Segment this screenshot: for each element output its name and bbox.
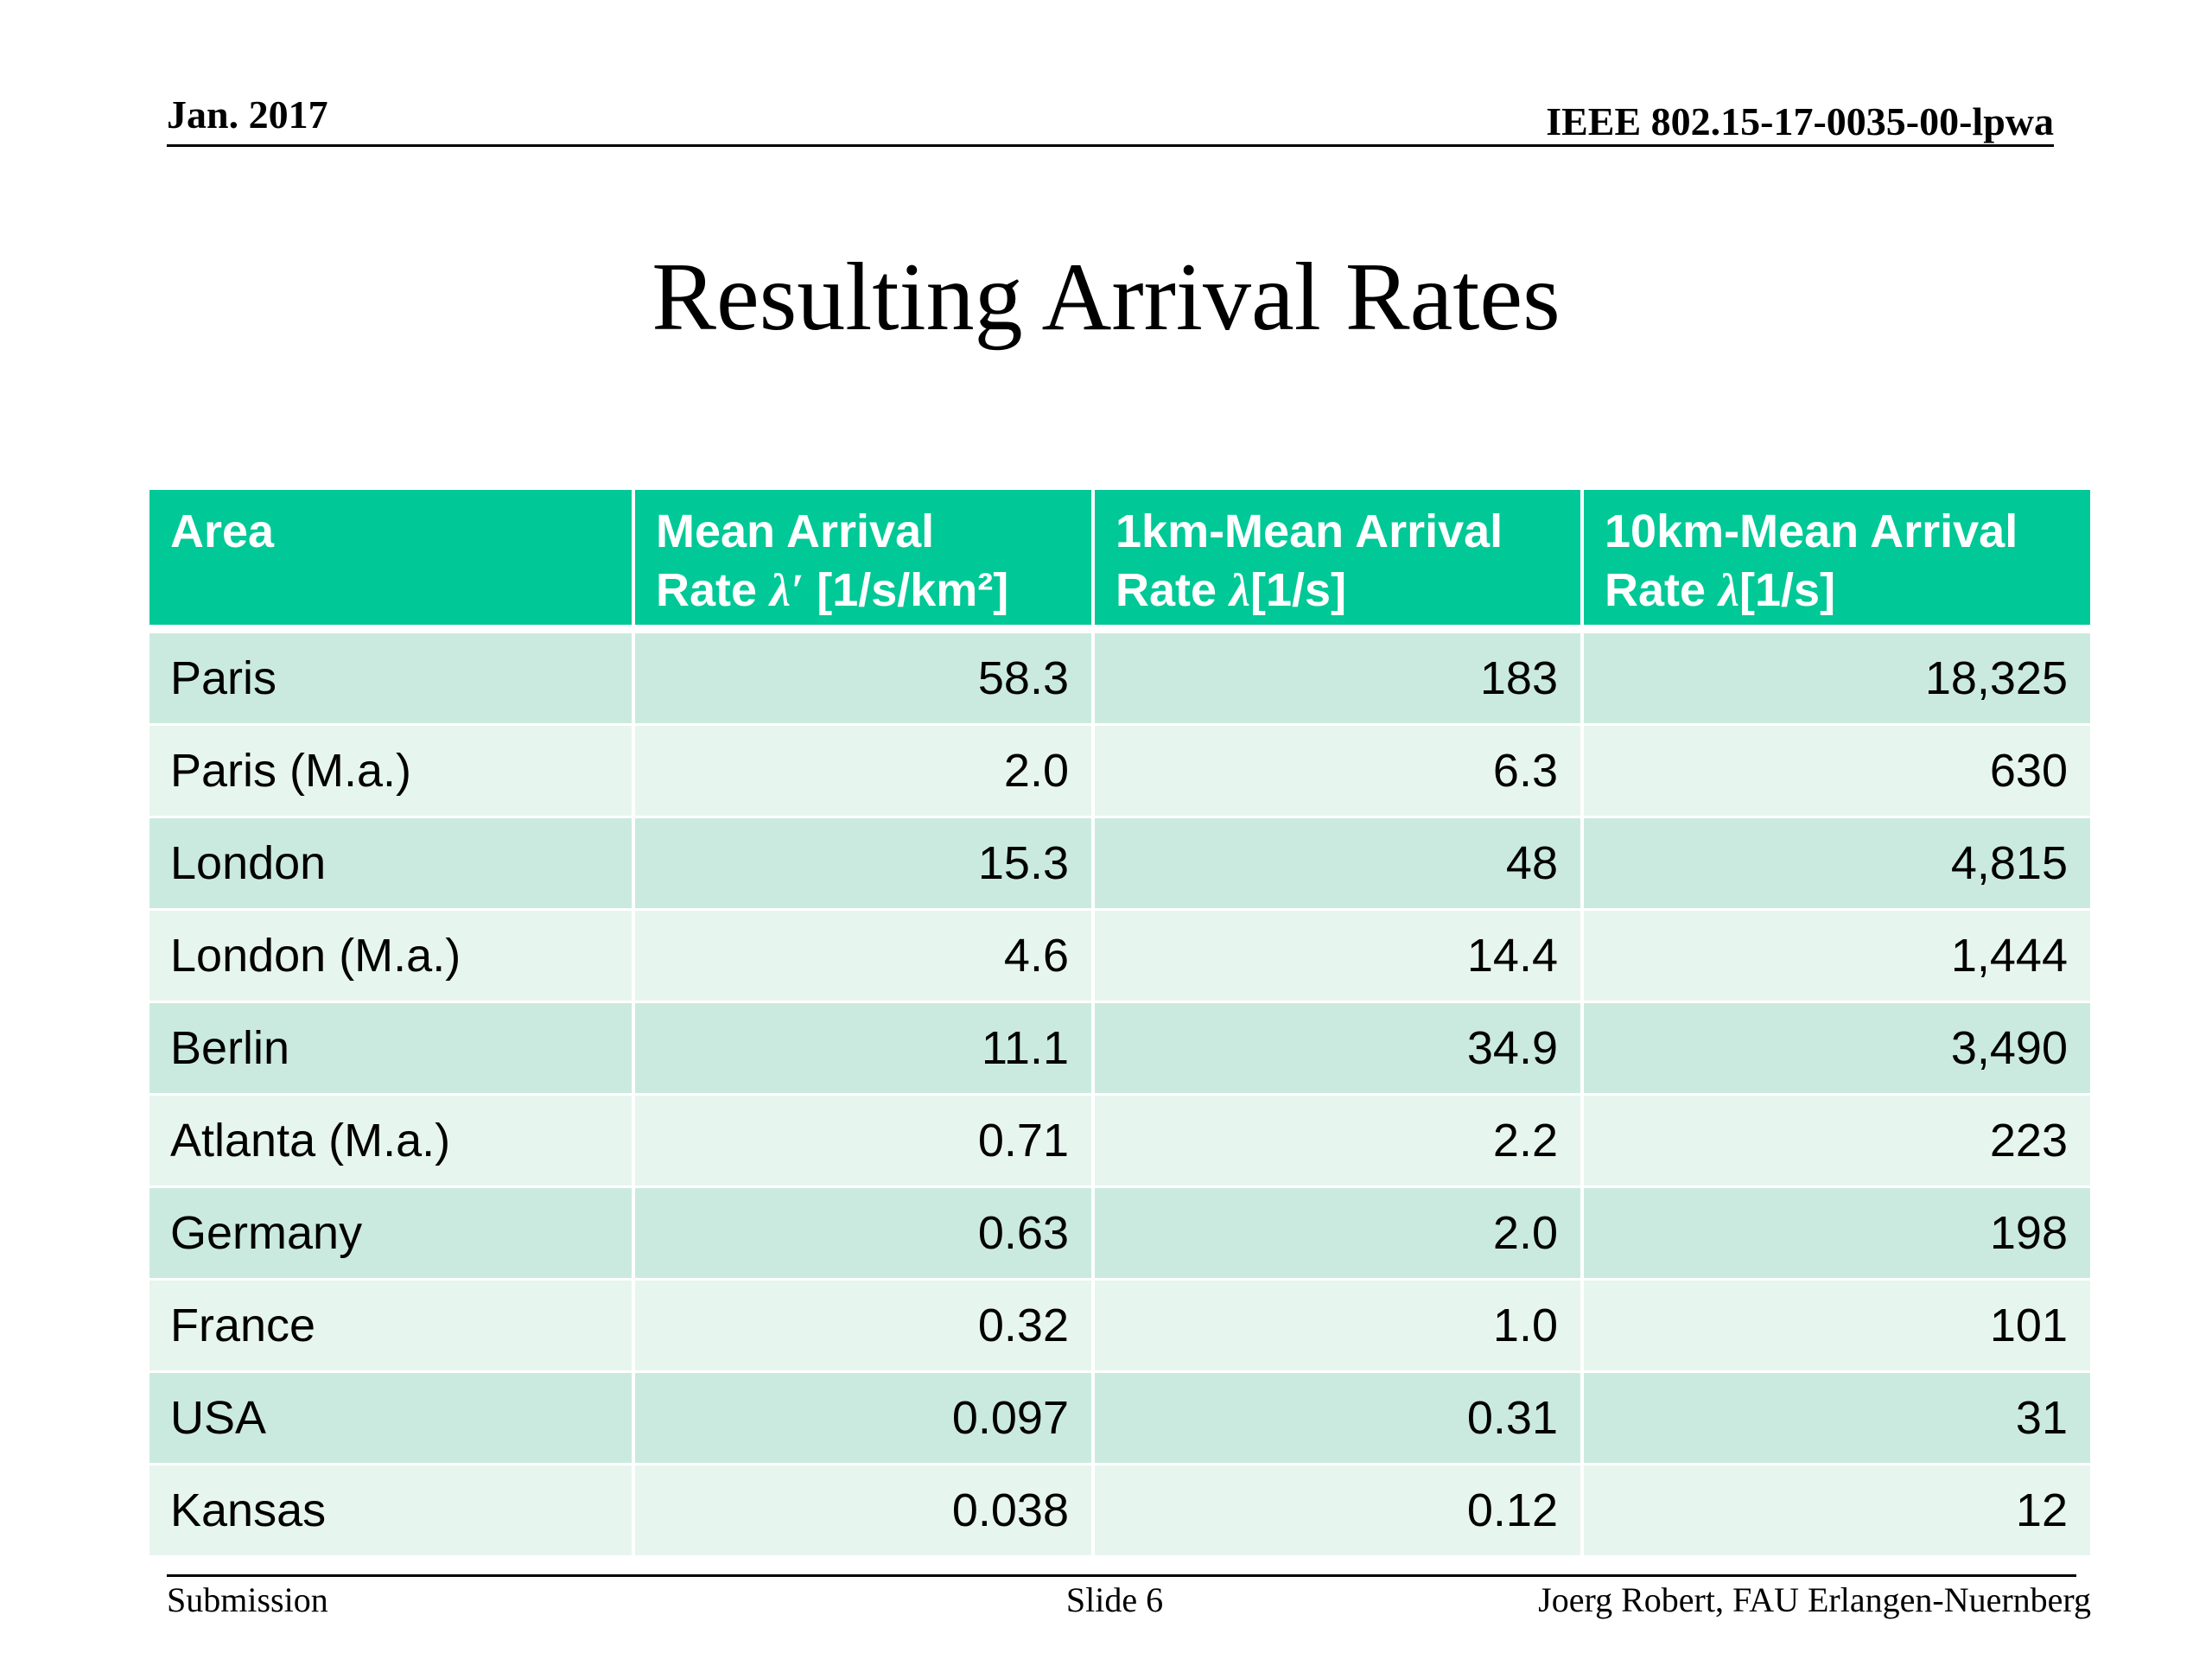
column-header-line2: Rate [1605,564,1719,616]
rate-1km-cell: 2.2 [1091,1093,1582,1187]
rate-1km-cell: 48 [1091,816,1582,910]
mean-rate-cell: 58.3 [632,627,1093,725]
lambda-symbol: λ [1230,564,1251,616]
footer-divider [167,1574,2076,1577]
rate-1km-cell: 2.0 [1091,1185,1582,1280]
area-cell: London (M.a.) [149,908,633,1002]
rate-10km-cell: 31 [1580,1370,2090,1465]
footer-submission: Submission [167,1580,328,1619]
column-header-unit: [1/s] [1739,564,1836,616]
area-cell: Atlanta (M.a.) [149,1093,633,1187]
column-header-mean-arrival-rate: Mean Arrival Rate λ′ [1/s/km²] [632,490,1093,633]
area-cell: Paris [149,627,633,725]
column-header-unit: [1/s/km²] [804,564,1009,616]
header-date: Jan. 2017 [167,92,328,137]
table-row: Paris (M.a.) 2.0 6.3 630 [149,723,2090,817]
header-divider [167,144,2054,147]
mean-rate-cell: 2.0 [632,723,1093,817]
area-cell: USA [149,1370,633,1465]
rate-10km-cell: 101 [1580,1278,2090,1372]
table-row: Atlanta (M.a.) 0.71 2.2 223 [149,1093,2090,1187]
rate-10km-cell: 12 [1580,1463,2090,1555]
rate-1km-cell: 34.9 [1091,1001,1582,1095]
mean-rate-cell: 4.6 [632,908,1093,1002]
table-header-row: Area Mean Arrival Rate λ′ [1/s/km²] 1km-… [149,490,2090,633]
rate-10km-cell: 3,490 [1580,1001,2090,1095]
column-header-line2: Rate [1116,564,1230,616]
column-header-line1: 10km-Mean Arrival [1605,505,2018,557]
column-header-line1: Mean Arrival [656,505,935,557]
rate-10km-cell: 4,815 [1580,816,2090,910]
table-row: Paris 58.3 183 18,325 [149,627,2090,725]
column-header-unit: [1/s] [1250,564,1347,616]
footer-slide-number: Slide 6 [1065,1580,1164,1619]
column-header-area: Area [149,490,633,633]
rate-1km-cell: 0.31 [1091,1370,1582,1465]
column-header-line1: 1km-Mean Arrival [1116,505,1503,557]
arrival-rates-table: Area Mean Arrival Rate λ′ [1/s/km²] 1km-… [149,490,2090,1555]
table-row: Kansas 0.038 0.12 12 [149,1463,2090,1555]
area-cell: Germany [149,1185,633,1280]
table-row: France 0.32 1.0 101 [149,1278,2090,1372]
lambda-symbol: λ [1719,564,1740,616]
column-header-1km-mean-arrival-rate: 1km-Mean Arrival Rate λ[1/s] [1091,490,1582,633]
mean-rate-cell: 0.32 [632,1278,1093,1372]
header-document-id: IEEE 802.15-17-0035-00-lpwa [1546,99,2054,143]
column-header-line1: Area [170,505,275,557]
rate-1km-cell: 0.12 [1091,1463,1582,1555]
rate-1km-cell: 1.0 [1091,1278,1582,1372]
rate-10km-cell: 198 [1580,1185,2090,1280]
footer-author: Joerg Robert, FAU Erlangen-Nuernberg [1538,1580,2091,1619]
table-row: Berlin 11.1 34.9 3,490 [149,1001,2090,1095]
table-row: Germany 0.63 2.0 198 [149,1185,2090,1280]
slide-title: Resulting Arrival Rates [652,244,1560,351]
mean-rate-cell: 0.71 [632,1093,1093,1187]
mean-rate-cell: 11.1 [632,1001,1093,1095]
area-cell: Kansas [149,1463,633,1555]
table-row: London 15.3 48 4,815 [149,816,2090,910]
lambda-prime-symbol: λ′ [770,564,804,616]
area-cell: France [149,1278,633,1372]
rate-10km-cell: 18,325 [1580,627,2090,725]
mean-rate-cell: 15.3 [632,816,1093,910]
mean-rate-cell: 0.63 [632,1185,1093,1280]
table-row: USA 0.097 0.31 31 [149,1370,2090,1465]
table-row: London (M.a.) 4.6 14.4 1,444 [149,908,2090,1002]
column-header-10km-mean-arrival-rate: 10km-Mean Arrival Rate λ[1/s] [1580,490,2090,633]
mean-rate-cell: 0.038 [632,1463,1093,1555]
mean-rate-cell: 0.097 [632,1370,1093,1465]
rate-1km-cell: 14.4 [1091,908,1582,1002]
rate-1km-cell: 6.3 [1091,723,1582,817]
column-header-line2: Rate [656,564,771,616]
rate-10km-cell: 223 [1580,1093,2090,1187]
area-cell: London [149,816,633,910]
area-cell: Berlin [149,1001,633,1095]
rate-10km-cell: 1,444 [1580,908,2090,1002]
area-cell: Paris (M.a.) [149,723,633,817]
rate-1km-cell: 183 [1091,627,1582,725]
rate-10km-cell: 630 [1580,723,2090,817]
